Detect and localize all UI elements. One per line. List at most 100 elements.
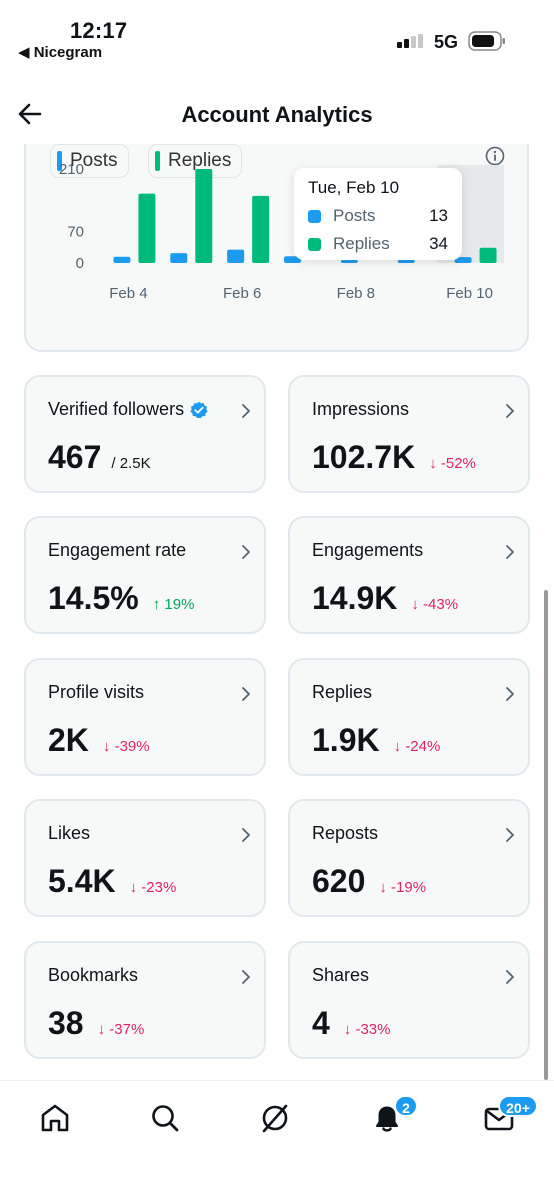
- y-tick-label: 0: [76, 255, 84, 272]
- metric-label: Impressions: [312, 399, 410, 419]
- metric-number: 14.5%: [48, 580, 139, 616]
- back-to-app-link[interactable]: ◀ Nicegram: [18, 44, 103, 61]
- activity-chart-card: Posts Replies 210 70 0 Feb 4 Feb 6 Feb 8 Feb 1…: [24, 144, 529, 352]
- metric-total: / 2.5K: [111, 455, 151, 472]
- metric-card-verified-followers[interactable]: Verified followers 467 / 2.5K: [24, 375, 266, 493]
- info-icon[interactable]: [485, 146, 505, 166]
- x-tick-label: Feb 8: [337, 285, 375, 302]
- metric-value: 14.9K ↓ -43%: [312, 580, 458, 617]
- metric-label: Shares: [312, 965, 370, 985]
- bar-posts: [284, 256, 301, 263]
- nav-notifications[interactable]: 2: [370, 1095, 418, 1141]
- metric-number: 4: [312, 1005, 330, 1041]
- status-time: 12:17: [70, 18, 128, 43]
- legend-replies-label: Replies: [168, 150, 232, 171]
- metric-card-reposts[interactable]: Reposts 620 ↓ -19%: [288, 799, 530, 917]
- metric-label: Bookmarks: [48, 965, 139, 985]
- metric-change: ↓ -19%: [379, 879, 427, 896]
- metric-card-replies[interactable]: Replies 1.9K ↓ -24%: [288, 658, 530, 776]
- chevron-right-icon: [506, 687, 514, 701]
- metric-change: ↓ -23%: [129, 879, 177, 896]
- y-tick-label: 210: [59, 161, 84, 178]
- metric-value: 2K ↓ -39%: [48, 722, 150, 759]
- x-tick-label: Feb 10: [446, 285, 493, 302]
- bar-replies: [252, 195, 270, 263]
- tooltip-date: Tue, Feb 10: [308, 178, 400, 197]
- metric-value: 620 ↓ -19%: [312, 863, 426, 900]
- metric-number: 14.9K: [312, 580, 398, 616]
- metric-value: 1.9K ↓ -24%: [312, 722, 440, 759]
- metric-number: 102.7K: [312, 439, 416, 475]
- metric-number: 5.4K: [48, 863, 116, 899]
- network-type: 5G: [434, 32, 459, 52]
- tooltip-posts-row: Posts 13: [308, 206, 448, 226]
- tooltip-replies-row: Replies 34: [308, 234, 448, 254]
- nav-home[interactable]: [38, 1101, 78, 1141]
- tooltip-posts-swatch: [308, 209, 321, 223]
- scrollbar[interactable]: [544, 590, 548, 1080]
- chevron-right-icon: [242, 828, 250, 842]
- chart-tooltip: Tue, Feb 10 Posts 13 Replies 34: [294, 168, 462, 260]
- metric-label: Verified followers: [48, 399, 208, 420]
- legend-posts[interactable]: Posts: [50, 144, 129, 178]
- analytics-content[interactable]: Posts Replies 210 70 0 Feb 4 Feb 6 Feb 8 Feb 1…: [0, 144, 554, 1074]
- nav-search[interactable]: [148, 1101, 188, 1141]
- metric-change: ↓ -33%: [343, 1021, 391, 1038]
- metric-label: Engagement rate: [48, 540, 187, 560]
- metric-value: 38 ↓ -37%: [48, 1005, 144, 1042]
- page-title: Account Analytics: [181, 102, 373, 127]
- battery-icon: [468, 31, 505, 51]
- metric-value: 4 ↓ -33%: [312, 1005, 390, 1042]
- chevron-right-icon: [242, 404, 250, 418]
- metric-card-likes[interactable]: Likes 5.4K ↓ -23%: [24, 799, 266, 917]
- chevron-right-icon: [506, 545, 514, 559]
- metric-value: 102.7K ↓ -52%: [312, 439, 476, 476]
- nav-grok[interactable]: [258, 1101, 298, 1141]
- metric-label-text: Verified followers: [48, 399, 185, 419]
- replies-swatch: [155, 151, 160, 171]
- bar-posts: [340, 259, 358, 263]
- metric-card-engagements[interactable]: Engagements 14.9K ↓ -43%: [288, 516, 530, 634]
- nav-messages[interactable]: 20+: [482, 1095, 538, 1141]
- bar-posts: [397, 259, 415, 263]
- metric-label: Replies: [312, 682, 373, 702]
- signal-icon: [397, 34, 423, 48]
- status-bar: 12:17 ◀ Nicegram 5G: [0, 0, 554, 70]
- metric-change: ↓ -52%: [429, 455, 476, 472]
- x-tick-label: Feb 6: [223, 285, 261, 302]
- metric-card-impressions[interactable]: Impressions 102.7K ↓ -52%: [288, 375, 530, 493]
- metric-card-bookmarks[interactable]: Bookmarks 38 ↓ -37%: [24, 941, 266, 1059]
- metric-card-shares[interactable]: Shares 4 ↓ -33%: [288, 941, 530, 1059]
- metric-label: Profile visits: [48, 682, 145, 702]
- metric-number: 620: [312, 863, 366, 899]
- search-icon: [152, 1105, 179, 1132]
- back-arrow-icon[interactable]: [16, 100, 44, 128]
- metric-number: 1.9K: [312, 722, 380, 758]
- metric-change: ↑ 19%: [152, 596, 195, 613]
- legend-replies[interactable]: Replies: [148, 144, 243, 178]
- bar-replies: [479, 247, 497, 263]
- metric-label: Engagements: [312, 540, 424, 560]
- bottom-navigation: 2 20+: [0, 1080, 554, 1200]
- bar-replies: [138, 193, 156, 263]
- metric-value: 467 / 2.5K: [48, 439, 151, 476]
- tooltip-posts-value: 13: [429, 206, 448, 225]
- metric-change: ↓ -43%: [411, 596, 459, 613]
- x-tick-label: Feb 4: [109, 285, 147, 302]
- posts-swatch: [57, 151, 62, 171]
- tooltip-posts-label: Posts: [333, 206, 376, 225]
- chevron-right-icon: [506, 828, 514, 842]
- bar-posts: [113, 256, 131, 263]
- messages-badge: 20+: [498, 1095, 538, 1117]
- bar-posts: [170, 253, 188, 263]
- bar-replies: [195, 169, 213, 263]
- grok-icon: [262, 1104, 288, 1133]
- metric-card-profile-visits[interactable]: Profile visits 2K ↓ -39%: [24, 658, 266, 776]
- metric-change: ↓ -37%: [97, 1021, 145, 1038]
- bar-posts: [227, 249, 245, 263]
- y-tick-label: 70: [67, 224, 84, 241]
- metric-card-engagement-rate[interactable]: Engagement rate 14.5% ↑ 19%: [24, 516, 266, 634]
- metric-change: ↓ -39%: [102, 738, 150, 755]
- app-header: Account Analytics: [0, 88, 554, 144]
- metric-number: 467: [48, 439, 102, 475]
